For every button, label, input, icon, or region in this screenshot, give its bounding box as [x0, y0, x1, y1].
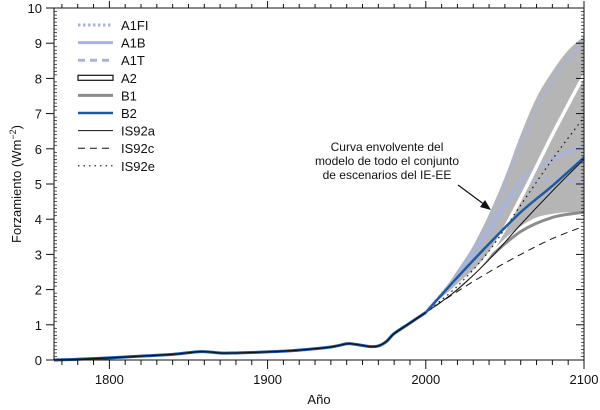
y-tick-label: 5 [35, 177, 42, 192]
y-tick-label: 9 [35, 36, 42, 51]
y-axis-title: Forzamiento (Wm−2) [8, 125, 24, 243]
legend-item-a1fi: A1FI [78, 18, 148, 33]
legend-label: A2 [121, 71, 137, 86]
y-tick-label: 10 [28, 1, 42, 16]
legend-label: IS92c [121, 141, 155, 156]
x-tick-label: 1800 [95, 372, 124, 387]
y-axis-title-close: ) [9, 125, 24, 129]
y-tick-label: 7 [35, 107, 42, 122]
legend-label: A1B [121, 36, 146, 51]
y-axis-title-main: Forzamiento (Wm [9, 140, 24, 243]
series-line-b2 [424, 156, 585, 314]
series-line-a1fi [424, 38, 586, 314]
y-tick-label: 8 [35, 71, 42, 86]
legend-item-is92a: IS92a [78, 124, 156, 139]
historical-line-black [53, 311, 427, 361]
series-line-is92a [425, 159, 585, 313]
annotation-arrow-head [480, 200, 491, 210]
annotation-line-2: modelo de todo el conjunto [315, 154, 459, 168]
legend-item-a1b: A1B [78, 36, 146, 51]
x-axis-title: Año [307, 392, 330, 407]
y-tick-label: 1 [35, 318, 42, 333]
legend-item-is92c: IS92c [78, 141, 155, 156]
legend-label: B2 [121, 106, 137, 121]
series-line-a2 [424, 74, 586, 314]
legend-label: A1FI [121, 18, 148, 33]
y-tick-label: 2 [35, 283, 42, 298]
legend-swatch [77, 74, 114, 81]
envelope-band [425, 36, 584, 313]
envelope-annotation: Curva envolvente del modelo de todo el c… [315, 140, 491, 210]
annotation-line-3: de escenarios del IE-EE [323, 168, 452, 182]
legend-item-a1t: A1T [78, 53, 145, 68]
x-tick-label: 2000 [411, 372, 440, 387]
annotation-arrow-line [457, 184, 486, 206]
legend-item-is92e: IS92e [78, 159, 155, 174]
legend-label: A1T [121, 53, 145, 68]
y-tick-label: 4 [35, 212, 42, 227]
x-tick-label: 1900 [253, 372, 282, 387]
y-tick-label: 6 [35, 142, 42, 157]
y-tick-label: 0 [35, 353, 42, 368]
legend-item-b2: B2 [78, 106, 137, 121]
legend-label: IS92e [121, 159, 155, 174]
y-axis-title-sup: −2 [8, 129, 18, 139]
series-line-is92c [425, 225, 585, 313]
annotation-line-1: Curva envolvente del [331, 140, 444, 154]
legend-item-a2: A2 [77, 71, 137, 86]
legend-label: IS92a [121, 124, 156, 139]
legend-item-b1: B1 [78, 88, 137, 103]
x-tick-label: 2100 [570, 372, 599, 387]
legend-label: B1 [121, 88, 137, 103]
y-tick-label: 3 [35, 247, 42, 262]
